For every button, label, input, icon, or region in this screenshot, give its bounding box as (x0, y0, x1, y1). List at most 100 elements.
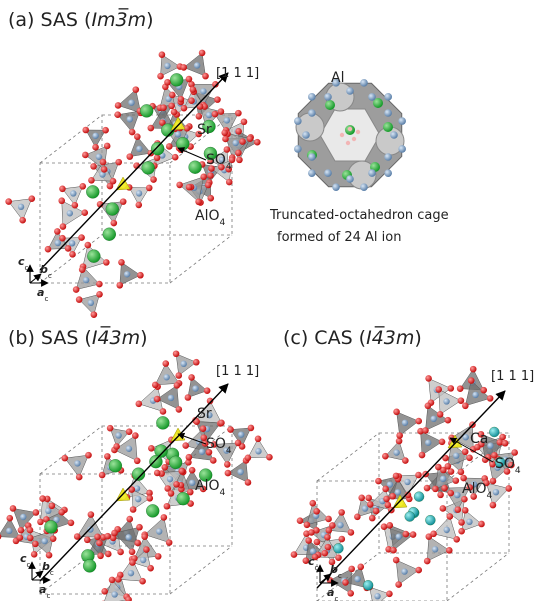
al-atom (92, 133, 98, 139)
o-atom (357, 564, 364, 571)
al-atom (384, 153, 392, 161)
o-atom (346, 141, 350, 145)
o-atom (375, 478, 382, 485)
o-atom (453, 536, 460, 543)
text-part: SO (495, 456, 515, 472)
o-atom (117, 549, 124, 556)
o-atom (200, 425, 207, 432)
al-atom (346, 87, 354, 95)
al-atom (124, 271, 130, 277)
text-part: 4 (226, 446, 232, 456)
al-atom (136, 146, 142, 152)
o-atom (79, 183, 86, 190)
o-atom (241, 118, 248, 125)
o-atom (157, 73, 164, 80)
o-atom (205, 182, 212, 189)
o-atom (132, 432, 139, 439)
o-atom (186, 76, 193, 83)
o-atom (245, 479, 252, 486)
o-atom (457, 385, 464, 392)
o-atom (266, 454, 273, 461)
o-atom (154, 155, 161, 162)
al-atom (206, 112, 212, 118)
o-atom (126, 428, 133, 435)
o-atom (176, 406, 183, 413)
text-part: 4 (226, 162, 232, 172)
al-atom (156, 528, 162, 534)
cation-atom (106, 203, 119, 216)
o-atom (305, 537, 312, 544)
al-atom (384, 109, 392, 117)
al-atom (83, 277, 89, 283)
o-atom (175, 372, 182, 379)
text-part: 4 (220, 488, 226, 498)
o-atom (369, 515, 376, 522)
al-atom (181, 361, 187, 367)
o-atom (226, 179, 233, 186)
o-atom (147, 565, 154, 572)
text-part: I4̅3m (92, 325, 140, 349)
text-part: SO (206, 436, 226, 452)
o-atom (99, 472, 106, 479)
o-atom (92, 144, 99, 151)
o-atom (235, 150, 242, 157)
o-atom (78, 234, 85, 241)
al-atom (362, 505, 368, 511)
o-atom (352, 137, 356, 141)
o-atom (73, 286, 80, 293)
o-atom (168, 103, 175, 110)
cage-caption: formed of 24 Al ion (277, 230, 401, 245)
text-part: AlO (195, 208, 220, 224)
sr-atom (383, 122, 393, 132)
o-atom (146, 495, 153, 502)
o-atom (129, 559, 136, 566)
o-atom (425, 375, 432, 382)
o-atom (76, 474, 83, 481)
al-atom (444, 527, 450, 533)
text-part: c (334, 594, 338, 601)
o-atom (111, 220, 118, 227)
o-atom (81, 209, 88, 216)
o-atom (254, 139, 261, 146)
o-atom (104, 533, 111, 540)
al-atom (135, 496, 141, 502)
text-part: c (44, 294, 48, 303)
o-atom (396, 432, 403, 439)
o-atom (155, 553, 162, 560)
axis-label-b: bc (42, 560, 54, 577)
al-atom (368, 169, 376, 177)
o-atom (176, 182, 183, 189)
al-atom (308, 109, 316, 117)
axis-label-a: ac (327, 586, 338, 601)
o-atom (182, 442, 189, 449)
al-atom (237, 469, 243, 475)
o-atom (115, 159, 122, 166)
cation-atom (142, 161, 155, 174)
text-part: b (42, 560, 50, 573)
o-atom (502, 440, 509, 447)
axis-label-c: cc (18, 255, 29, 272)
o-atom (193, 359, 200, 366)
cell-edge (317, 433, 379, 481)
al-atom (432, 546, 438, 552)
o-atom (348, 566, 355, 573)
panel-title: (b) SAS (I4̅3m) (8, 325, 148, 349)
o-atom (17, 534, 24, 541)
o-atom (325, 544, 332, 551)
o-atom (441, 485, 448, 492)
axis-label-b: bc (40, 263, 52, 280)
text-part: (a) SAS ( (8, 9, 91, 31)
o-atom (134, 540, 141, 547)
o-atom (147, 125, 154, 132)
o-atom (448, 385, 455, 392)
text-part: [1 1 1] (491, 369, 534, 384)
o-atom (76, 296, 83, 303)
panel: (c) CAS (I4̅3m)[1 1 1]CaSO4AlO4ccbcac (283, 325, 534, 601)
al-atom (368, 93, 376, 101)
o-atom (297, 517, 304, 524)
o-atom (97, 552, 104, 559)
o-atom (313, 508, 320, 515)
o-atom (5, 198, 12, 205)
al-atom (466, 519, 472, 525)
al-atom (20, 514, 26, 520)
